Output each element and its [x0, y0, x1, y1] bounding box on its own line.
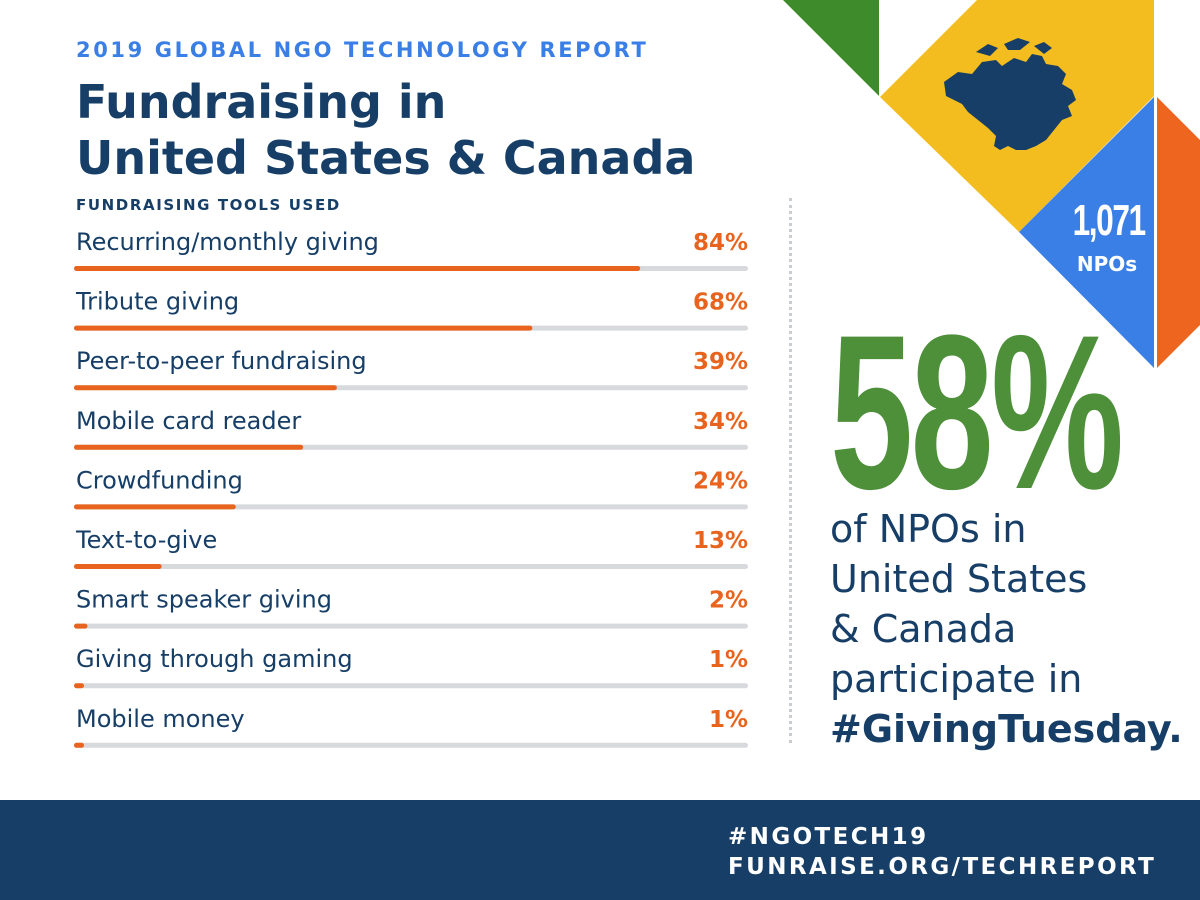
- green-triangle: [783, 0, 879, 96]
- bar: [74, 683, 84, 689]
- bar-track: [74, 564, 748, 569]
- footer-hashtag: #NGOTECH19: [728, 824, 929, 850]
- value-label: 1%: [709, 707, 748, 733]
- page-title: Fundraising in United States & Canada: [76, 74, 695, 186]
- category-label: Crowdfunding: [76, 466, 243, 494]
- category-label: Tribute giving: [75, 288, 239, 316]
- title-line-2: United States & Canada: [76, 131, 696, 185]
- north-america-map-icon: [944, 38, 1076, 150]
- value-label: 84%: [693, 230, 748, 256]
- highlight-statement: of NPOs in United States & Canada partic…: [830, 504, 1183, 754]
- bar: [74, 444, 304, 450]
- value-label: 13%: [693, 528, 748, 554]
- value-label: 34%: [693, 409, 748, 435]
- value-label: 68%: [693, 290, 748, 316]
- dotted-divider: [789, 198, 792, 743]
- blue-triangle: [1019, 97, 1154, 368]
- report-kicker: 2019 GLOBAL NGO TECHNOLOGY REPORT: [76, 38, 649, 62]
- bar: [74, 504, 236, 510]
- bar: [74, 623, 88, 629]
- value-label: 24%: [693, 468, 748, 494]
- orange-triangle: [1157, 97, 1200, 368]
- category-label: Smart speaker giving: [76, 586, 332, 614]
- statement-line-2: United States: [830, 557, 1088, 601]
- title-line-1: Fundraising in: [76, 75, 447, 129]
- category-label: Mobile card reader: [76, 407, 301, 435]
- bar: [74, 385, 337, 391]
- bar-track: [74, 504, 748, 510]
- bar-track: [74, 623, 748, 629]
- npo-count: 1,071: [1072, 196, 1147, 245]
- category-label: Giving through gaming: [76, 645, 353, 673]
- bar: [74, 266, 641, 271]
- footer-url[interactable]: FUNRAISE.ORG/TECHREPORT: [728, 854, 1157, 880]
- bar-track: [74, 742, 748, 748]
- category-label: Recurring/monthly giving: [76, 228, 379, 256]
- value-label: 2%: [709, 588, 748, 614]
- bar-track: [74, 683, 748, 689]
- statement-line-1: of NPOs in: [830, 507, 1027, 551]
- statement-line-3: & Canada: [830, 607, 1017, 651]
- value-label: 1%: [709, 647, 748, 673]
- statement-line-4: participate in: [830, 657, 1083, 701]
- footer-bar: [0, 800, 1200, 900]
- category-label: Peer-to-peer fundraising: [76, 347, 367, 375]
- bar: [74, 325, 533, 331]
- category-label: Mobile money: [76, 705, 245, 733]
- bar: [74, 742, 84, 748]
- big-percent: 58%: [830, 289, 1124, 535]
- value-label: 39%: [693, 349, 748, 375]
- fundraising-tools-bar-chart: Recurring/monthly giving 84% Tribute givin…: [74, 228, 748, 748]
- bar: [74, 564, 162, 569]
- giving-tuesday-hashtag: #GivingTuesday.: [830, 707, 1183, 751]
- npo-unit: NPOs: [1076, 252, 1138, 276]
- chart-title: FUNDRAISING TOOLS USED: [76, 196, 341, 214]
- category-label: Text-to-give: [75, 526, 217, 554]
